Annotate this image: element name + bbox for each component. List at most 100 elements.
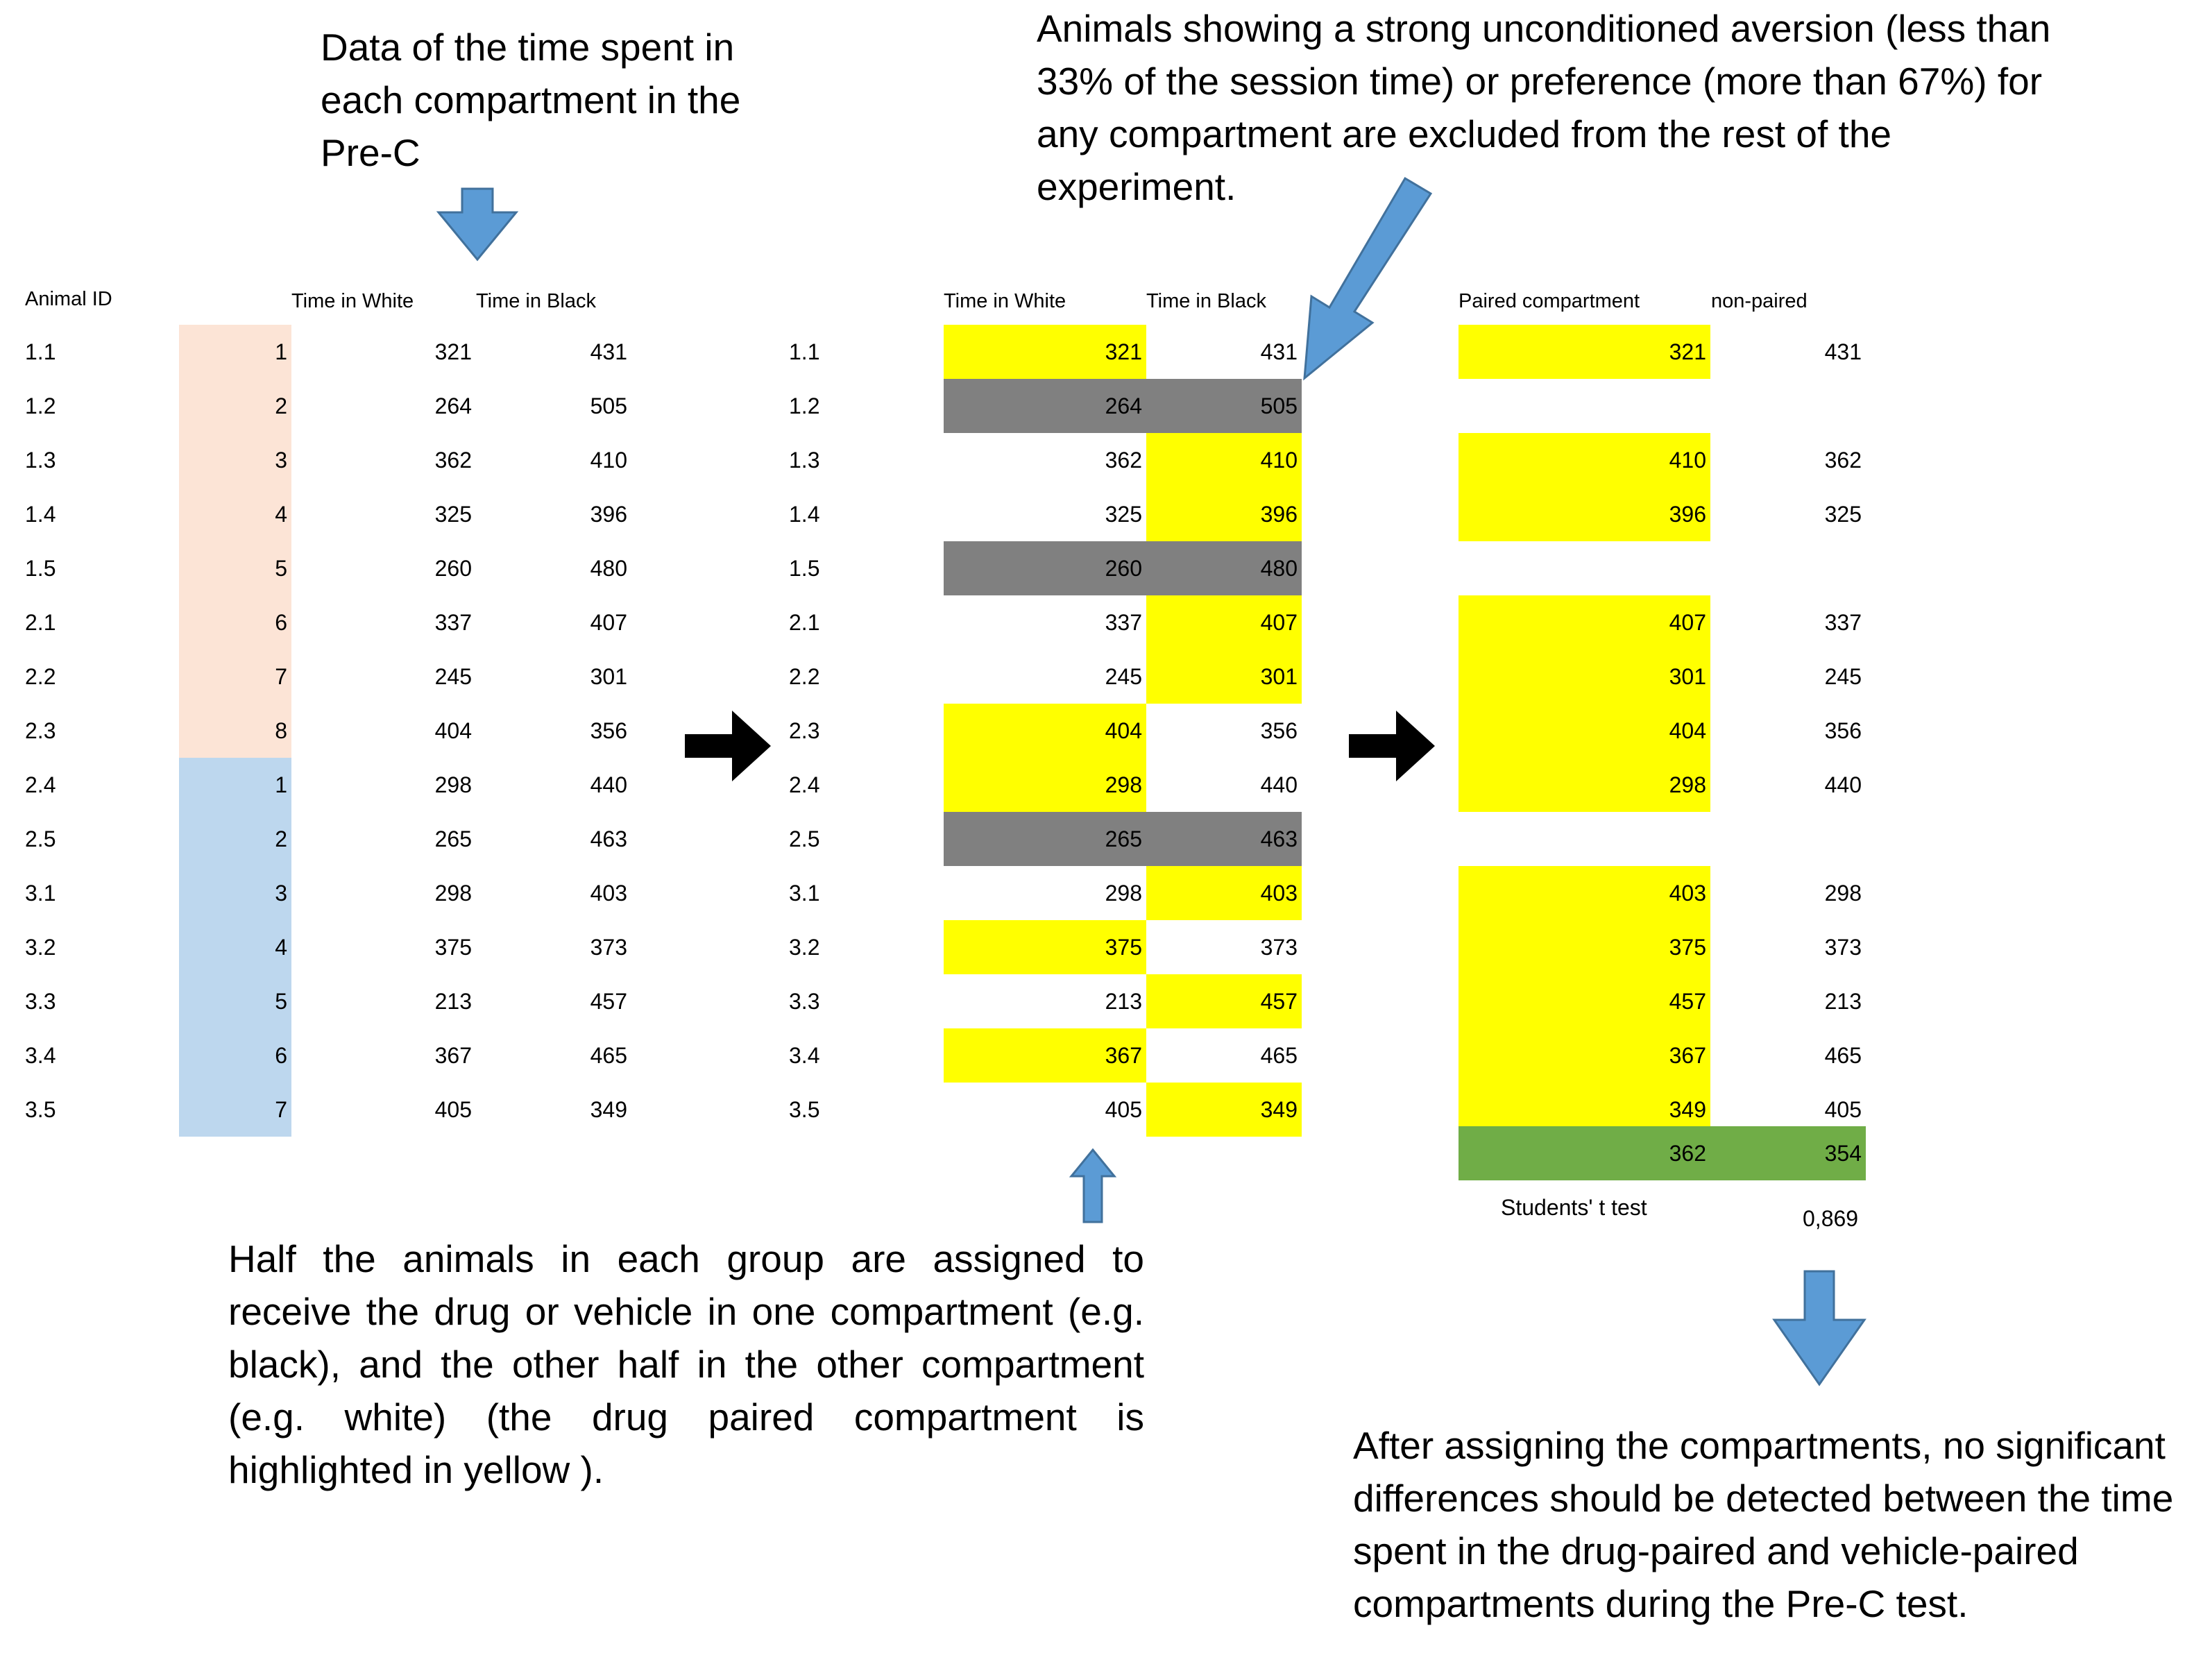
animal-id: 3.3 — [25, 989, 56, 1014]
time-white: 245 — [1105, 664, 1142, 689]
time-white: 213 — [1105, 989, 1142, 1014]
time-black: 410 — [1146, 433, 1302, 487]
animal-id: 2.4 — [25, 772, 56, 797]
time-white: 337 — [1105, 610, 1142, 635]
down-arrow-icon — [1772, 1270, 1866, 1386]
non-paired-time — [1710, 541, 1866, 595]
time-black: 356 — [1260, 718, 1298, 743]
time-black: 373 — [1260, 935, 1298, 960]
time-black: 396 — [590, 502, 627, 527]
time-black: 403 — [590, 881, 627, 906]
animal-id: 2.2 — [25, 664, 56, 689]
group-index: 5 — [179, 541, 291, 595]
paired-time: 403 — [1459, 866, 1710, 920]
up-arrow-icon — [1069, 1148, 1117, 1223]
time-black: 407 — [1146, 595, 1302, 650]
ttest-label: Students' t test — [1501, 1195, 1647, 1220]
time-white: 321 — [434, 339, 472, 364]
time-white: 265 — [944, 812, 1146, 866]
non-paired-time — [1710, 812, 1866, 866]
animal-id: 2.3 — [25, 718, 56, 743]
animal-id: 2.5 — [789, 826, 820, 851]
time-black: 465 — [590, 1043, 627, 1068]
group-index: 7 — [179, 650, 291, 704]
animal-id: 2.1 — [25, 610, 56, 635]
time-black: 431 — [1260, 339, 1298, 364]
group-index: 2 — [179, 379, 291, 433]
time-black: 480 — [1146, 541, 1302, 595]
paired-time: 410 — [1459, 433, 1710, 487]
time-black: 373 — [590, 935, 627, 960]
animal-id: 2.4 — [789, 772, 820, 797]
paired-time: 396 — [1459, 487, 1710, 541]
right-arrow-icon — [685, 711, 771, 781]
note-no-difference: After assigning the compartments, no sig… — [1353, 1424, 2174, 1625]
ttest-value: 0,869 — [1803, 1206, 1859, 1231]
time-white: 260 — [434, 556, 472, 581]
time-white: 405 — [434, 1097, 472, 1122]
group-index: 6 — [179, 1028, 291, 1083]
header-time-in-white: Time in White — [944, 290, 1066, 312]
non-paired-time: 337 — [1824, 610, 1862, 635]
time-white: 325 — [1105, 502, 1142, 527]
non-paired-time: 213 — [1824, 989, 1862, 1014]
paired-time — [1459, 379, 1710, 433]
time-white: 264 — [434, 393, 472, 418]
mean-paired: 362 — [1459, 1126, 1710, 1180]
time-black: 505 — [1146, 379, 1302, 433]
animal-id: 3.2 — [25, 935, 56, 960]
time-black: 403 — [1146, 866, 1302, 920]
paired-time: 298 — [1459, 758, 1710, 812]
diagonal-arrow-icon — [1303, 176, 1433, 381]
animal-id: 3.4 — [789, 1043, 820, 1068]
time-white: 265 — [434, 826, 472, 851]
non-paired-time: 245 — [1824, 664, 1862, 689]
time-black: 301 — [590, 664, 627, 689]
paired-time: 457 — [1459, 974, 1710, 1028]
group-index: 3 — [179, 433, 291, 487]
group-index: 7 — [179, 1083, 291, 1137]
time-white: 362 — [1105, 448, 1142, 473]
time-black: 356 — [590, 718, 627, 743]
time-white: 404 — [434, 718, 472, 743]
time-white: 298 — [944, 758, 1146, 812]
time-white: 325 — [434, 502, 472, 527]
time-white: 405 — [1105, 1097, 1142, 1122]
animal-id: 2.2 — [789, 664, 820, 689]
paired-time: 367 — [1459, 1028, 1710, 1083]
animal-id: 3.1 — [789, 881, 820, 906]
time-black: 463 — [1146, 812, 1302, 866]
paired-time: 321 — [1459, 325, 1710, 379]
animal-id: 2.3 — [789, 718, 820, 743]
non-paired-time — [1710, 379, 1866, 433]
time-black: 505 — [590, 393, 627, 418]
time-white: 298 — [1105, 881, 1142, 906]
group-index: 4 — [179, 487, 291, 541]
time-white: 260 — [944, 541, 1146, 595]
animal-id: 1.2 — [789, 393, 820, 418]
animal-id: 2.1 — [789, 610, 820, 635]
header-paired-compartment: Paired compartment — [1459, 290, 1640, 312]
animal-id: 3.1 — [25, 881, 56, 906]
time-white: 298 — [434, 772, 472, 797]
group-index: 6 — [179, 595, 291, 650]
time-white: 264 — [944, 379, 1146, 433]
non-paired-time: 431 — [1824, 339, 1862, 364]
animal-id: 2.5 — [25, 826, 56, 851]
time-white: 298 — [434, 881, 472, 906]
animal-id: 1.3 — [25, 448, 56, 473]
time-black: 407 — [590, 610, 627, 635]
paired-time: 375 — [1459, 920, 1710, 974]
group-index: 8 — [179, 704, 291, 758]
group-index: 3 — [179, 866, 291, 920]
header-non-paired: non-paired — [1711, 290, 1808, 312]
non-paired-time: 440 — [1824, 772, 1862, 797]
time-white: 404 — [944, 704, 1146, 758]
non-paired-time: 362 — [1824, 448, 1862, 473]
animal-id: 3.5 — [789, 1097, 820, 1122]
note-exclusion-criteria: Animals showing a strong unconditioned a… — [1037, 7, 2051, 208]
paired-time: 301 — [1459, 650, 1710, 704]
animal-id: 1.5 — [25, 556, 56, 581]
time-white: 213 — [434, 989, 472, 1014]
animal-id: 1.1 — [25, 339, 56, 364]
